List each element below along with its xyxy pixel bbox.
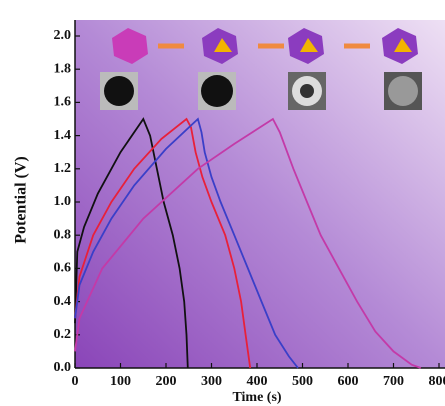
x-tick-label: 200	[156, 374, 177, 389]
y-tick-label: 0.8	[54, 227, 72, 242]
x-axis-label: Time (s)	[232, 390, 281, 405]
y-tick-label: 0.4	[54, 294, 72, 309]
y-tick-label: 1.4	[54, 128, 72, 143]
y-tick-label: 2.0	[54, 28, 72, 43]
x-tick-label: 400	[247, 374, 268, 389]
series-line	[74, 117, 299, 369]
x-tick-label: 300	[201, 374, 222, 389]
x-tick-label: 100	[110, 374, 131, 389]
y-tick-label: 0.6	[54, 261, 72, 276]
y-tick-label: 1.0	[54, 194, 72, 209]
x-tick-label: 600	[338, 374, 359, 389]
inset-illustration	[100, 28, 422, 110]
x-tick-label: 500	[292, 374, 313, 389]
y-tick-label: 0.0	[54, 360, 72, 375]
y-tick-label: 0.2	[54, 327, 72, 342]
series-line	[74, 117, 252, 369]
y-tick-label: 1.8	[54, 61, 72, 76]
series-line	[74, 117, 422, 369]
series-line	[74, 117, 189, 369]
y-tick-label: 1.6	[54, 95, 72, 110]
y-axis-label: Potential (V)	[13, 156, 30, 244]
x-tick-label: 700	[383, 374, 404, 389]
x-tick-label: 800	[429, 374, 445, 389]
y-tick-label: 1.2	[54, 161, 72, 176]
x-tick-label: 0	[72, 374, 79, 389]
